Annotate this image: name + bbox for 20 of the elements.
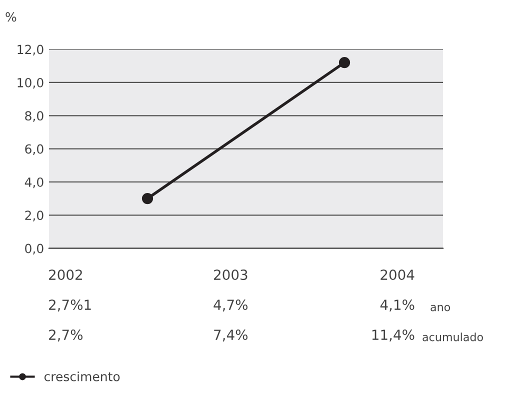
y-tick-label: 2,0 [25,210,44,222]
text: acumulado [422,332,483,342]
text: 4,1% [380,300,414,312]
y-tick-label: 8,0 [25,111,44,122]
y-axis-title: % [6,12,16,22]
text: 2,7%1 [49,300,91,312]
text: 2003 [214,270,248,280]
y-tick-label: 0,0 [25,244,44,254]
text: 2002 [49,270,82,280]
text: ano [430,304,450,312]
y-tick-label: 12,0 [18,44,44,56]
legend-label: crescimento [44,372,120,382]
y-tick-label: 10,0 [18,78,44,89]
y-tick-label: 4,0 [24,177,44,188]
text: 7,4% [214,330,248,342]
text: 11,4% [372,330,414,342]
text: 4,7% [214,300,248,312]
text: 2004 [380,270,414,280]
y-tick-label: 6,0 [25,144,44,155]
text: 2,7% [49,330,83,342]
